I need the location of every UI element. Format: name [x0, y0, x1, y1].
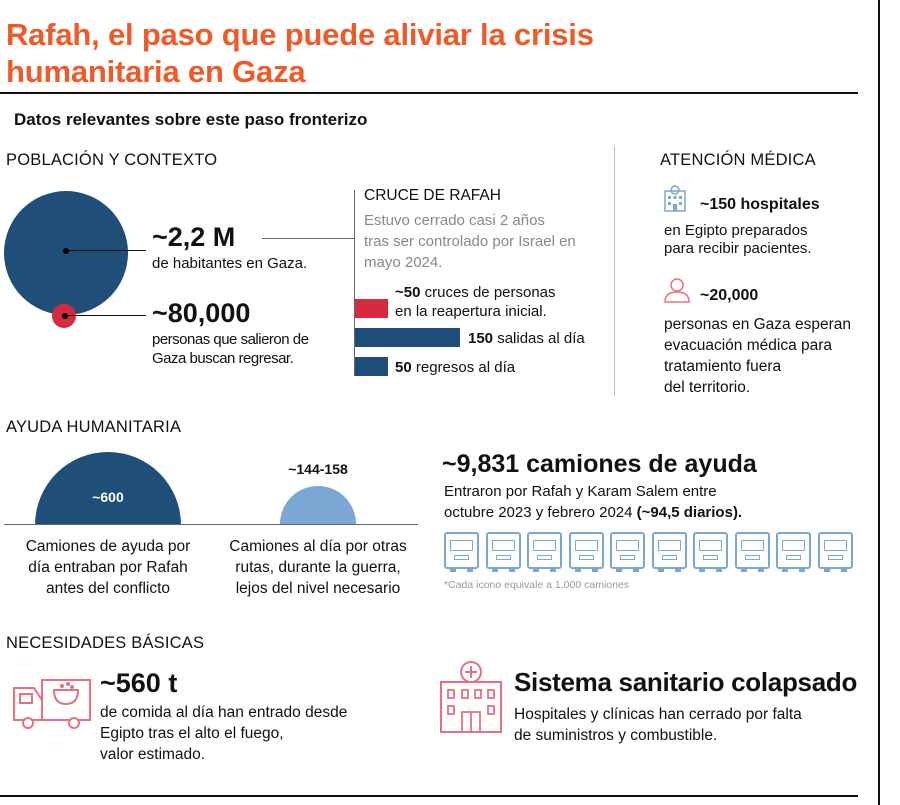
truck-icon — [610, 532, 645, 572]
return-leader-line — [68, 315, 146, 316]
cruce-connector — [262, 238, 354, 239]
truck-icon — [568, 532, 604, 572]
truck-icon — [485, 532, 521, 572]
section-heading-necesidades: NECESIDADES BÁSICAS — [6, 634, 205, 652]
regreso-text: personas que salieron de Gaza buscan reg… — [152, 331, 309, 367]
bar-regresos-label: 50 regresos al día — [395, 359, 516, 376]
page-subtitle: Datos relevantes sobre este paso fronter… — [14, 110, 368, 129]
page-title: Rafah, el paso que puede aliviar la cris… — [6, 17, 594, 89]
bar-regresos — [355, 357, 388, 376]
section-heading-medica: ATENCIÓN MÉDICA — [660, 151, 816, 169]
bottom-rule — [0, 795, 858, 797]
population-leader-line — [68, 250, 146, 251]
semicircle-144 — [280, 486, 356, 524]
personas-text: personas en Gaza esperan evacuación médi… — [664, 316, 851, 396]
camiones-text: Entraron por Rafah y Karam Salem entre o… — [444, 483, 743, 521]
truck-note: *Cada icono equivale a 1.000 camiones — [444, 579, 630, 591]
section-heading-ayuda: AYUDA HUMANITARIA — [6, 418, 182, 436]
title-underline — [0, 92, 858, 94]
ayuda-baseline — [4, 524, 418, 525]
cruce-description: Estuvo cerrado casi 2 años tras ser cont… — [364, 212, 576, 271]
sistema-title: Sistema sanitario colapsado — [514, 667, 858, 697]
person-icon — [664, 278, 690, 303]
bar-salidas — [355, 328, 460, 347]
truck-icon — [734, 532, 770, 572]
bar-cruces — [355, 299, 388, 318]
right-border — [878, 0, 880, 805]
section-heading-poblacion: POBLACIÓN Y CONTEXTO — [6, 151, 218, 169]
truck-icon — [693, 532, 728, 572]
truck-icon — [527, 532, 562, 572]
personas-value: ~20,000 — [700, 287, 759, 304]
antes-text: Camiones de ayuda por día entraban por R… — [25, 538, 191, 597]
comida-text: de comida al día han entrado desde Egipt… — [100, 704, 348, 763]
comida-value: ~560 t — [100, 668, 178, 698]
habitantes-text: de habitantes en Gaza. — [152, 255, 308, 272]
hospital-building-icon — [440, 661, 502, 733]
truck-icon — [776, 532, 811, 572]
truck-icon — [444, 532, 479, 572]
camiones-value: ~9,831 camiones de ayuda — [442, 450, 757, 478]
truck-icon — [651, 532, 687, 572]
sistema-text: Hospitales y clínicas han cerrado por fa… — [514, 706, 802, 744]
return-dot — [62, 313, 68, 319]
truck-icon-row — [444, 532, 864, 574]
hospitales-text: en Egipto preparados para recibir pacien… — [664, 222, 812, 257]
regreso-value: ~80,000 — [152, 298, 251, 328]
guerra-text: Camiones al día por otras rutas, durante… — [229, 538, 407, 597]
cruce-axis — [354, 190, 355, 376]
bar-salidas-label: 150 salidas al día — [468, 330, 585, 347]
habitantes-value: ~2,2 M — [152, 222, 236, 252]
food-truck-icon — [13, 679, 91, 729]
population-dot — [63, 248, 69, 254]
hospital-icon — [664, 185, 686, 212]
hospitales-value: ~150 hospitales — [700, 196, 820, 213]
bar-cruces-label: ~50 cruces de personas en la reapertura … — [395, 284, 556, 320]
column-divider — [614, 146, 615, 396]
semicircle-144-label: ~144-158 — [288, 461, 348, 477]
cruce-heading: CRUCE DE RAFAH — [364, 187, 501, 204]
semicircle-600-label: ~600 — [92, 489, 124, 505]
truck-icon — [817, 532, 853, 572]
